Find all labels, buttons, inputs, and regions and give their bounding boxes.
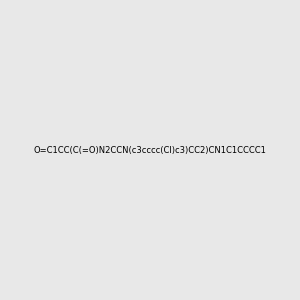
Text: O=C1CC(C(=O)N2CCN(c3cccc(Cl)c3)CC2)CN1C1CCCC1: O=C1CC(C(=O)N2CCN(c3cccc(Cl)c3)CC2)CN1C1… <box>34 146 266 154</box>
